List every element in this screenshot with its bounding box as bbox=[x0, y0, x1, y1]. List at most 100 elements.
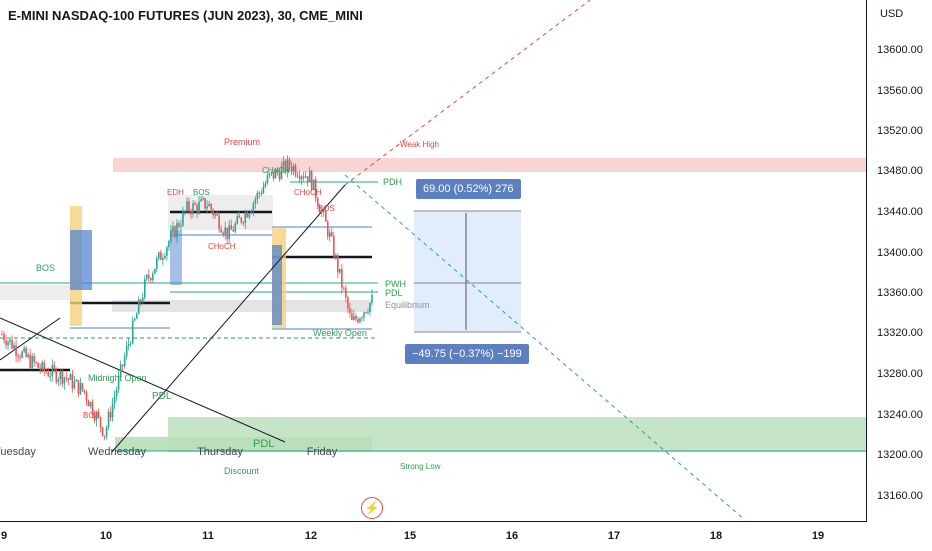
trend-line bbox=[0, 317, 61, 361]
candle-body bbox=[345, 288, 347, 298]
candle-body bbox=[172, 226, 174, 231]
candle-body bbox=[55, 369, 58, 382]
day-label-friday: Friday bbox=[306, 446, 338, 458]
day-label-wednesday: Wednesday bbox=[88, 446, 146, 458]
price-tick: 13560.00 bbox=[877, 85, 923, 97]
candle-body bbox=[230, 225, 233, 230]
pdl-label: PDL bbox=[385, 288, 403, 298]
strong-low-label: Strong Low bbox=[400, 462, 441, 471]
candle-body bbox=[278, 172, 281, 180]
candle-body bbox=[139, 299, 142, 303]
candle-body bbox=[83, 390, 86, 393]
time-tick: 12 bbox=[304, 530, 318, 542]
candle-body bbox=[337, 255, 339, 273]
candle-body bbox=[15, 345, 17, 356]
measure-down-label[interactable]: −49.75 (−0.37%) −199 bbox=[405, 344, 529, 364]
candle-body bbox=[288, 159, 291, 167]
price-tick: 13360.00 bbox=[877, 287, 923, 299]
day-label-tuesday: Tuesday bbox=[0, 446, 36, 458]
candle-body bbox=[125, 346, 128, 357]
candle-body bbox=[91, 402, 94, 415]
candle-body bbox=[27, 354, 29, 357]
candle-body bbox=[156, 258, 158, 269]
candle-body bbox=[129, 343, 132, 345]
price-tick: 13480.00 bbox=[877, 165, 923, 177]
candle-body bbox=[272, 171, 275, 179]
equilibrium-label: Equilibrium bbox=[385, 300, 430, 310]
candle-body bbox=[43, 362, 46, 371]
time-tick: 9 bbox=[0, 530, 8, 542]
candle-body bbox=[37, 362, 39, 368]
candle-body bbox=[359, 318, 361, 323]
candle-body bbox=[332, 235, 335, 258]
candle-body bbox=[238, 215, 241, 218]
candle-body bbox=[7, 341, 9, 346]
time-tick: 18 bbox=[709, 530, 723, 542]
weak-high-label: Weak High bbox=[400, 140, 439, 149]
candle-body bbox=[152, 273, 154, 281]
candle-body bbox=[290, 166, 293, 172]
candle-body bbox=[286, 159, 289, 173]
price-tick: 13280.00 bbox=[877, 368, 923, 380]
time-tick: 16 bbox=[505, 530, 519, 542]
candle-body bbox=[182, 211, 184, 226]
candle-body bbox=[45, 370, 48, 373]
trend-line bbox=[0, 317, 286, 443]
candle-body bbox=[298, 176, 301, 180]
candle-body bbox=[127, 343, 130, 347]
candle-body bbox=[180, 225, 182, 227]
candle-body bbox=[1, 334, 3, 336]
time-tick: 11 bbox=[202, 530, 214, 542]
candle-body bbox=[89, 402, 92, 407]
pdh-label: PDH bbox=[383, 177, 403, 187]
candle-body bbox=[244, 212, 247, 224]
candle-body bbox=[59, 371, 62, 380]
currency-label: USD bbox=[880, 8, 904, 20]
candle-body bbox=[248, 213, 251, 218]
candle-body bbox=[113, 396, 116, 404]
candle-body bbox=[300, 176, 303, 180]
candle-body bbox=[214, 213, 216, 216]
candle-body bbox=[154, 268, 156, 274]
candle-body bbox=[31, 355, 33, 368]
lightning-icon[interactable]: ⚡ bbox=[361, 497, 383, 519]
candle-body bbox=[21, 351, 23, 358]
candle-body bbox=[194, 203, 196, 205]
candle-body bbox=[218, 215, 220, 230]
candle-body bbox=[160, 252, 162, 260]
candle-body bbox=[268, 173, 271, 176]
candle-body bbox=[242, 222, 245, 224]
candle-body bbox=[117, 375, 120, 390]
price-axis[interactable] bbox=[866, 0, 932, 522]
candle-body bbox=[3, 334, 5, 341]
bos-label: BOS bbox=[193, 188, 210, 197]
price-tick: 13400.00 bbox=[877, 247, 923, 259]
candle-body bbox=[57, 379, 60, 382]
discount-label: Discount bbox=[224, 466, 260, 476]
candle-body bbox=[123, 356, 126, 367]
day-label-thursday: Thursday bbox=[197, 446, 243, 458]
candle-body bbox=[87, 400, 90, 407]
candle-body bbox=[178, 222, 180, 227]
candle-body bbox=[224, 227, 227, 235]
candle-body bbox=[246, 212, 249, 218]
volume-profile bbox=[70, 206, 286, 328]
candle-body bbox=[190, 211, 192, 215]
measure-up-label[interactable]: 69.00 (0.52%) 276 bbox=[416, 179, 521, 199]
candle-body bbox=[206, 206, 208, 209]
price-tick: 13240.00 bbox=[877, 409, 923, 421]
candle-body bbox=[67, 378, 70, 380]
candle-body bbox=[204, 198, 206, 209]
candle-body bbox=[69, 374, 72, 380]
time-tick: 19 bbox=[811, 530, 825, 542]
price-tick: 13160.00 bbox=[877, 490, 923, 502]
candle-body bbox=[61, 371, 64, 384]
time-tick: 10 bbox=[99, 530, 113, 542]
candle-body bbox=[176, 222, 178, 238]
candle-body bbox=[121, 364, 124, 367]
candle-body bbox=[41, 362, 44, 370]
candle-body bbox=[260, 193, 263, 195]
time-axis[interactable] bbox=[0, 521, 866, 551]
candle-body bbox=[335, 255, 337, 258]
